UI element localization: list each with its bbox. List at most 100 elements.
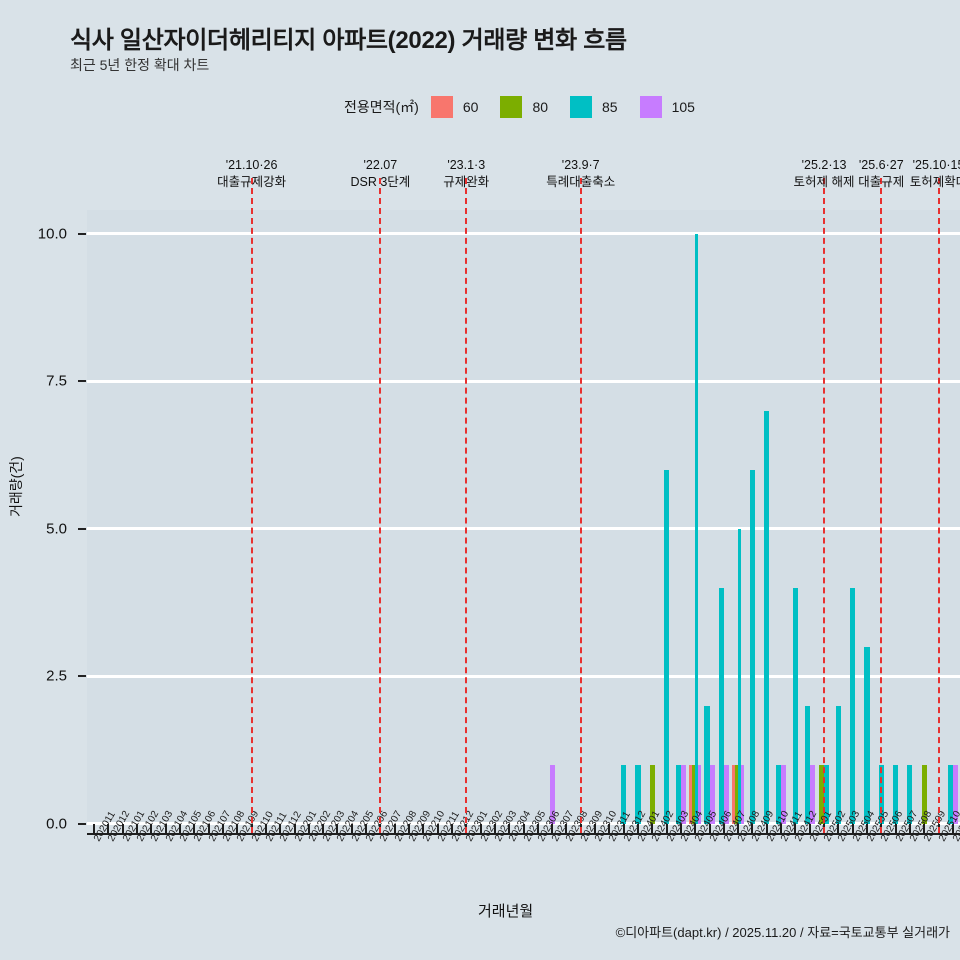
x-tick-mark-202211 [436,824,439,834]
bar-202507-85[interactable] [892,764,899,824]
y-tick-label-0.0: 0.0 [46,815,67,833]
x-tick-mark-202511 [951,824,954,834]
y-axis-title: 거래량(건) [8,456,24,517]
legend-swatch-85 [570,96,593,118]
x-tick-mark-202405 [694,824,697,834]
y-tick-mark-10.0 [78,232,86,235]
x-tick-mark-202111 [264,824,267,834]
bar-202312-85[interactable] [621,764,627,824]
page-title: 식사 일산자이더헤리티지 아파트(2022) 거래량 변화 흐름 [70,27,627,54]
axis-baseline [87,822,960,825]
bar-202408-60[interactable] [732,764,736,824]
bar-202406-85[interactable] [704,705,710,824]
bar-202404-85[interactable] [675,764,681,824]
bar-202402-80[interactable] [649,764,655,824]
x-tick-mark-202406 [708,824,711,834]
bar-202509-80[interactable] [921,764,927,824]
event-desc-202301: 규제완화 [443,175,490,189]
x-axis-line [87,833,960,835]
event-desc-202510: 토허제확대 [909,175,960,189]
legend-item-80[interactable]: 80 [500,96,564,118]
y-tick-mark-2.5 [78,675,86,678]
event-date-202510: '25.10·15 [912,158,960,172]
event-line-202110 [250,178,253,833]
legend-label-60: 60 [462,99,479,115]
bar-202502-85[interactable] [824,764,830,824]
y-tick-mark-5.0 [78,527,86,530]
bar-202405-60[interactable] [689,764,693,824]
x-tick-mark-202304 [508,824,511,834]
bar-202307-105[interactable] [549,764,555,824]
bar-202501-85[interactable] [804,705,810,824]
bar-202401-85[interactable] [635,764,641,824]
chart-legend: 전용면적(㎡) 60 80 85 105 [344,96,717,118]
x-tick-mark-202103 [150,824,153,834]
legend-item-85[interactable]: 85 [570,96,634,118]
bar-202406-105[interactable] [709,764,715,824]
bar-202407-105[interactable] [723,764,730,824]
bar-202405-105[interactable] [698,764,702,824]
bar-202511-105[interactable] [952,764,959,824]
legend-title: 전용면적(㎡) [344,99,419,115]
bar-202405-85[interactable] [695,233,699,824]
bar-202407-85[interactable] [718,587,724,824]
bar-202508-85[interactable] [907,764,913,824]
bar-202411-105[interactable] [781,764,787,824]
event-label-202506: '25.6·27 대출규제 [858,157,904,191]
y-tick-label-2.5: 2.5 [46,667,67,685]
x-tick-mark-202308 [565,824,568,834]
bar-202412-85[interactable] [792,587,798,824]
x-tick-mark-202409 [751,824,754,834]
x-tick-mark-202408 [737,824,740,834]
bar-202503-85[interactable] [835,705,841,824]
bar-202502-80[interactable] [818,764,825,824]
y-tick-label-10.0: 10.0 [37,225,67,243]
y-tick-mark-0.0 [78,823,86,825]
bar-202403-85[interactable] [664,469,670,824]
x-tick-mark-202202 [307,824,310,834]
legend-item-60[interactable]: 60 [430,96,495,118]
bar-202504-85[interactable] [850,587,856,824]
x-tick-mark-202209 [408,824,410,834]
x-tick-mark-202105 [179,824,182,834]
event-desc-202207: DSR 3단계 [350,175,411,189]
bar-202408-80[interactable] [735,764,739,824]
x-tick-mark-202305 [522,824,525,834]
x-tick-mark-202508 [908,824,911,834]
x-tick-mark-202501 [808,824,811,834]
x-tick-mark-202401 [636,824,639,834]
event-desc-202309: 특례대출축소 [546,175,616,189]
x-tick-mark-202404 [679,824,682,834]
x-tick-mark-202303 [493,824,496,834]
legend-item-105[interactable]: 105 [639,96,711,118]
x-tick-mark-202201 [293,824,296,834]
bar-202411-85[interactable] [775,764,782,824]
bar-202501-105[interactable] [809,764,815,824]
x-tick-mark-202507 [894,824,897,834]
x-tick-mark-202403 [665,824,668,834]
x-tick-mark-202112 [279,824,282,834]
event-desc-202502: 토허제 해제 [793,175,855,189]
bar-202410-85[interactable] [764,410,770,824]
x-tick-mark-202410 [765,824,768,834]
x-tick-mark-202302 [479,824,482,834]
bar-202404-105[interactable] [680,764,687,824]
bar-202409-85[interactable] [749,469,756,824]
x-tick-mark-202108 [221,824,224,834]
bar-202511-85[interactable] [947,764,953,824]
bar-202505-85[interactable] [864,646,870,824]
bar-202408-85[interactable] [738,528,742,824]
event-date-202110: '21.10·26 [225,158,278,172]
event-date-202309: '23.9·7 [561,158,600,172]
bar-202405-80[interactable] [692,764,696,824]
gridline-y-2.5 [87,674,960,678]
x-tick-mark-202109 [236,824,239,834]
event-label-202510: '25.10·15 토허제확대 [910,157,960,191]
footer-credit: ©디아파트(dapt.kr) / 2025.11.20 / 자료=국토교통부 실… [615,925,950,940]
gridline-y-10.0 [87,232,960,236]
x-tick-mark-202205 [350,824,353,834]
event-label-202207: '22.07 DSR 3단계 [350,157,410,191]
legend-label-105: 105 [671,99,695,115]
event-line-202510 [937,178,940,833]
bar-202408-105[interactable] [741,764,745,824]
